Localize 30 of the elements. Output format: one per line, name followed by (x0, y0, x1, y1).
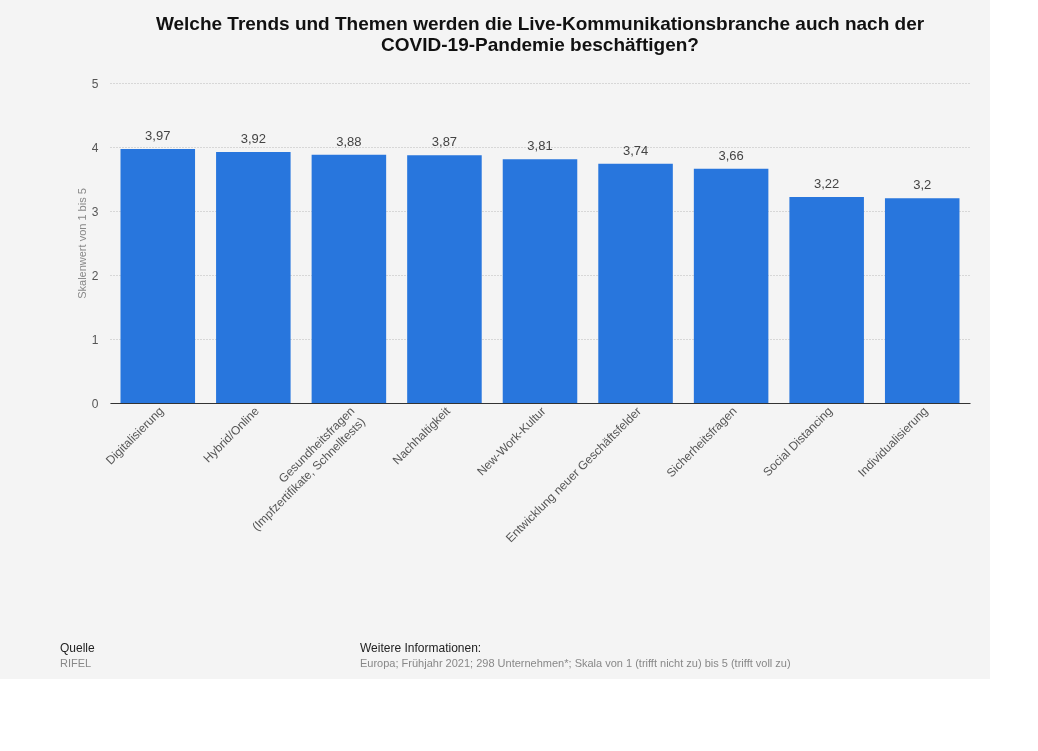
data-label: 3,88 (336, 133, 362, 149)
data-label: 3,97 (145, 127, 171, 143)
bar (407, 155, 482, 403)
bar (216, 152, 291, 403)
data-label: 3,87 (431, 134, 458, 150)
data-label: 3,92 (240, 131, 266, 147)
data-label: 3,2 (913, 177, 932, 193)
text: RIFEL (60, 657, 92, 669)
bar (789, 196, 864, 403)
y-tick-label: 3 (91, 204, 99, 219)
bar (884, 198, 960, 403)
y-tick-label: 4 (91, 140, 99, 155)
bar (311, 154, 387, 403)
text: Weitere Informationen: (360, 641, 482, 655)
y-tick-label: 5 (91, 76, 99, 91)
y-tick-label: 0 (91, 396, 99, 411)
chart-title: Welche Trends und Themen werden die Live-Kommunikationsbranche auch nach der COVID-19-Pandemie beschäftigen? (155, 13, 925, 55)
y-axis-title: Skalenwert von 1 bis 5 (75, 188, 88, 299)
data-label: 3,66 (718, 147, 744, 163)
bar (502, 159, 578, 403)
y-tick-label: 1 (91, 332, 99, 347)
bar (120, 148, 196, 403)
text: Europa; Frühjahr 2021; 298 Unternehmen*; Skala von 1 (trifft nicht zu) bis 5 (trifft voll zu) (360, 657, 791, 669)
data-label: 3,22 (814, 175, 840, 191)
y-tick-label: 2 (91, 268, 99, 283)
bar (598, 163, 673, 403)
text: Quelle (60, 641, 96, 655)
data-label: 3,81 (527, 138, 553, 154)
bar (693, 168, 769, 403)
data-label: 3,74 (622, 142, 649, 158)
